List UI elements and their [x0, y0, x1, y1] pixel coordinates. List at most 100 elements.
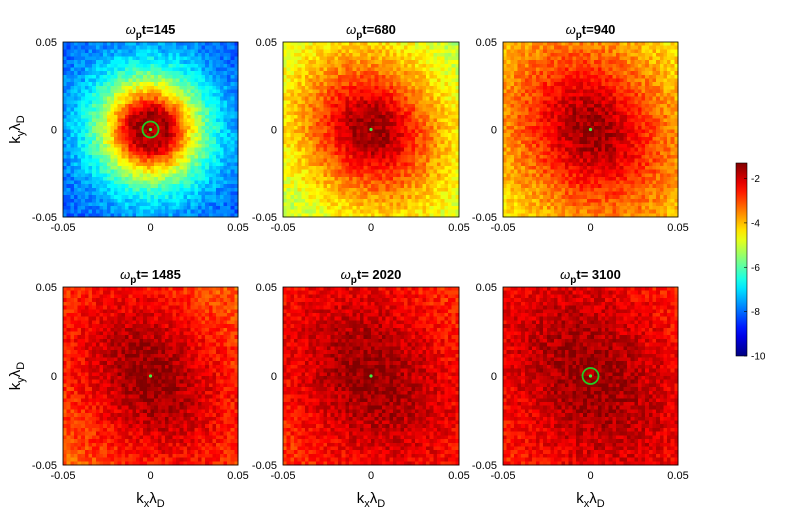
heatmap-cell: [608, 60, 613, 65]
heatmap-cell: [316, 63, 321, 68]
heatmap-cell: [451, 129, 456, 134]
heatmap-cell: [230, 96, 235, 101]
heatmap-cell: [165, 122, 170, 127]
heatmap-cell: [66, 176, 71, 181]
heatmap-cell: [323, 206, 328, 211]
heatmap-cell: [426, 125, 431, 130]
heatmap-cell: [363, 184, 368, 189]
heatmap-cell: [95, 67, 100, 72]
heatmap-cell: [165, 60, 170, 65]
heatmap-cell: [294, 213, 299, 218]
heatmap-cell: [106, 63, 111, 68]
heatmap-cell: [345, 118, 350, 123]
heatmap-cell: [219, 93, 224, 98]
heatmap-cell: [338, 140, 343, 145]
heatmap-cell: [404, 45, 409, 50]
heatmap-cell: [135, 136, 140, 141]
heatmap-cell: [404, 118, 409, 123]
heatmap-cell: [106, 176, 111, 181]
heatmap-cell: [327, 78, 332, 83]
heatmap-cell: [205, 158, 210, 163]
heatmap-cell: [371, 133, 376, 138]
heatmap-cell: [143, 136, 148, 141]
heatmap-cell: [114, 206, 119, 211]
heatmap-cell: [99, 147, 104, 152]
heatmap-cell: [99, 184, 104, 189]
heatmap-cell: [223, 74, 228, 79]
heatmap-cell: [117, 122, 122, 127]
heatmap-cell: [197, 187, 202, 192]
heatmap-cell: [201, 85, 206, 90]
heatmap-cell: [110, 111, 115, 116]
heatmap-cell: [132, 103, 137, 109]
heatmap-cell: [103, 74, 108, 79]
heatmap-cell: [73, 173, 78, 178]
heatmap-cell: [223, 125, 228, 130]
heatmap-cell: [411, 129, 416, 134]
heatmap-cell: [305, 42, 310, 47]
heatmap-cell: [418, 100, 423, 105]
heatmap-cell: [546, 60, 551, 65]
heatmap-cell: [290, 42, 295, 47]
heatmap-cell: [165, 198, 170, 203]
heatmap-cell: [190, 144, 195, 149]
heatmap-cell: [301, 206, 306, 211]
heatmap-cell: [216, 151, 221, 156]
heatmap-cell: [212, 125, 217, 130]
heatmap-cell: [212, 63, 217, 68]
heatmap-cell: [81, 147, 86, 152]
heatmap-cell: [197, 198, 202, 203]
heatmap-cell: [616, 45, 621, 50]
heatmap-cell: [411, 89, 416, 94]
heatmap-cell: [216, 49, 221, 54]
heatmap-cell: [341, 173, 346, 178]
heatmap-cell: [73, 122, 78, 127]
heatmap-cell: [597, 56, 602, 61]
heatmap-cell: [341, 191, 346, 196]
heatmap-cell: [77, 93, 82, 98]
heatmap-cell: [393, 202, 398, 207]
heatmap-cell: [341, 136, 346, 141]
heatmap-cell: [230, 180, 235, 185]
heatmap-cell: [305, 45, 310, 50]
heatmap-cell: [393, 111, 398, 116]
heatmap-cell: [106, 184, 111, 189]
heatmap-cell: [63, 78, 68, 83]
heatmap-cell: [422, 151, 427, 156]
heatmap-cell: [345, 213, 350, 218]
heatmap-cell: [297, 140, 302, 145]
heatmap-cell: [165, 147, 170, 152]
heatmap-cell: [455, 169, 460, 174]
heatmap-cell: [95, 63, 100, 68]
heatmap-cell: [451, 151, 456, 156]
heatmap-cell: [437, 107, 442, 112]
heatmap-cell: [619, 45, 624, 50]
heatmap-cell: [352, 162, 357, 167]
heatmap-cell: [338, 195, 343, 200]
heatmap-cell: [371, 45, 376, 50]
heatmap-cell: [230, 60, 235, 65]
heatmap-cell: [117, 74, 122, 79]
heatmap-cell: [363, 195, 368, 200]
heatmap-cell: [161, 180, 166, 185]
heatmap-cell: [451, 184, 456, 189]
heatmap-cell: [404, 206, 409, 211]
heatmap-cell: [114, 74, 119, 79]
heatmap-cell: [121, 198, 126, 203]
heatmap-cell: [561, 67, 566, 72]
heatmap-cell: [286, 100, 291, 105]
heatmap-cell: [345, 133, 350, 138]
heatmap-cell: [323, 122, 328, 127]
heatmap-cell: [363, 213, 368, 218]
heatmap-cell: [385, 89, 390, 94]
heatmap-cell: [103, 162, 108, 167]
heatmap-cell: [532, 52, 537, 57]
heatmap-cell: [433, 63, 438, 68]
heatmap-cell: [234, 74, 239, 79]
heatmap-cell: [407, 103, 412, 109]
heatmap-cell: [168, 162, 173, 167]
heatmap-cell: [146, 103, 151, 109]
heatmap-cell: [532, 49, 537, 54]
heatmap-cell: [451, 191, 456, 196]
heatmap-cell: [301, 71, 306, 76]
